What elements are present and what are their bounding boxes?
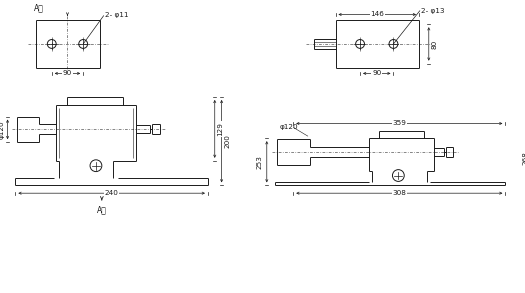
Text: 90: 90 [372, 70, 381, 76]
Text: 308: 308 [392, 190, 406, 196]
Text: A向: A向 [97, 205, 107, 214]
Text: 253: 253 [257, 155, 263, 169]
Text: 240: 240 [104, 190, 119, 196]
Text: 268: 268 [522, 151, 525, 165]
Text: 146: 146 [370, 11, 384, 18]
Text: A向: A向 [34, 4, 44, 13]
Text: φ120: φ120 [0, 120, 5, 139]
Text: 90: 90 [63, 70, 72, 76]
Text: 200: 200 [225, 134, 230, 148]
Text: 2- φ11: 2- φ11 [105, 13, 128, 18]
Text: 80: 80 [432, 39, 438, 49]
Text: 129: 129 [218, 122, 224, 136]
Text: 359: 359 [392, 120, 406, 127]
Text: φ120: φ120 [279, 125, 298, 130]
Text: 2- φ13: 2- φ13 [421, 8, 445, 13]
